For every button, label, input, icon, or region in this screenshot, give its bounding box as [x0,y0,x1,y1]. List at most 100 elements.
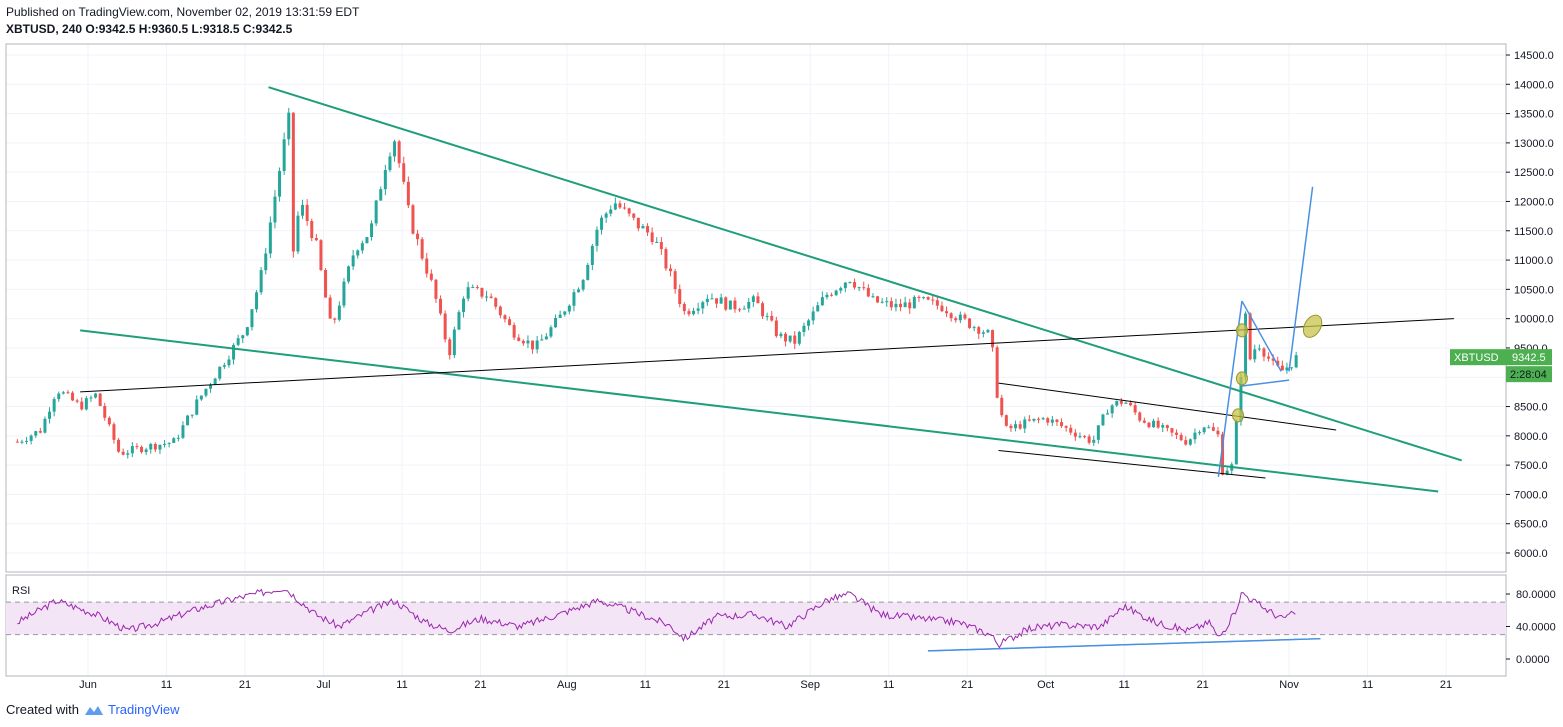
trendline-blue[interactable] [1241,379,1290,387]
candle-body[interactable] [1101,414,1105,426]
candle-body[interactable] [452,329,456,356]
candle-body[interactable] [954,318,958,321]
candle-body[interactable] [370,223,374,238]
candle-body[interactable] [245,327,249,336]
candle-body[interactable] [682,303,686,312]
candle-body[interactable] [636,217,640,229]
candle-body[interactable] [84,398,88,410]
candle-body[interactable] [1244,313,1248,378]
candle-body[interactable] [738,309,742,311]
candle-body[interactable] [199,395,203,400]
candle-body[interactable] [1115,400,1119,406]
candle-body[interactable] [508,319,512,326]
candle-body[interactable] [351,255,355,267]
candle-body[interactable] [871,296,875,298]
candle-body[interactable] [498,306,502,316]
candle-body[interactable] [425,258,429,274]
candle-body[interactable] [439,298,443,314]
chart-canvas[interactable]: RSI 80.0000 40.0000 0.0000 14500.0 14000.0 13… [0,0,1563,700]
candle-body[interactable] [618,203,622,208]
candle-body[interactable] [600,217,604,230]
candle-body[interactable] [949,313,953,319]
candle-body[interactable] [1138,412,1142,421]
candle-body[interactable] [213,378,217,385]
candle-body[interactable] [977,327,981,334]
candle-body[interactable] [204,388,208,396]
candle-body[interactable] [406,181,410,206]
candle-body[interactable] [853,282,857,288]
candle-body[interactable] [1083,436,1087,438]
candle-body[interactable] [1202,427,1206,433]
candle-body[interactable] [747,301,751,309]
candle-body[interactable] [301,204,305,216]
candle-body[interactable] [595,229,599,246]
candle-body[interactable] [310,221,314,239]
candle-body[interactable] [1221,434,1225,475]
candle-body[interactable] [163,443,167,445]
candle-body[interactable] [328,297,332,319]
candle-body[interactable] [1234,421,1238,465]
candle-body[interactable] [43,418,47,433]
candle-body[interactable] [75,400,79,402]
candle-body[interactable] [1211,427,1215,431]
ellipse-marker[interactable] [1232,408,1245,423]
candle-body[interactable] [669,268,673,272]
ellipse-marker[interactable] [1300,312,1326,341]
candle-body[interactable] [673,271,677,290]
candle-body[interactable] [577,289,581,293]
candle-body[interactable] [981,332,985,334]
candle-body[interactable] [1147,422,1151,428]
candle-body[interactable] [52,399,56,412]
candle-body[interactable] [1023,419,1027,429]
candle-body[interactable] [664,249,668,269]
candle-body[interactable] [103,405,107,418]
candle-body[interactable] [779,333,783,337]
candle-body[interactable] [517,337,521,341]
candle-body[interactable] [894,303,898,308]
candle-body[interactable] [337,305,341,320]
candle-body[interactable] [586,264,590,280]
candle-body[interactable] [360,243,364,251]
candle-body[interactable] [250,309,254,328]
candle-body[interactable] [1014,424,1018,429]
candle-body[interactable] [968,318,972,328]
candle-body[interactable] [80,401,84,410]
candle-body[interactable] [940,305,944,312]
candle-body[interactable] [793,335,797,344]
candle-body[interactable] [623,207,627,209]
candle-body[interactable] [379,189,383,201]
candle-body[interactable] [549,327,553,337]
candle-body[interactable] [1119,400,1123,404]
candle-body[interactable] [1156,420,1160,428]
candle-body[interactable] [646,226,650,233]
candle-body[interactable] [66,392,70,394]
rsi-trendline[interactable] [927,638,1321,652]
candle-body[interactable] [715,298,719,304]
candle-body[interactable] [434,279,438,299]
interval-label[interactable]: 240 [62,22,83,36]
candle-body[interactable] [770,315,774,321]
candle-body[interactable] [61,392,65,394]
candle-body[interactable] [889,301,893,308]
candle-body[interactable] [931,299,935,301]
candle-body[interactable] [903,302,907,308]
candle-body[interactable] [843,282,847,289]
candle-body[interactable] [1078,436,1082,438]
candle-body[interactable] [1129,402,1133,406]
candle-body[interactable] [416,233,420,240]
rsi-line[interactable] [17,588,1296,649]
candle-body[interactable] [278,170,282,197]
candle-body[interactable] [802,325,806,332]
candle-body[interactable] [411,205,415,234]
trendline-blue[interactable] [1241,300,1282,372]
candle-body[interactable] [94,393,98,398]
candle-body[interactable] [899,303,903,308]
candle-body[interactable] [1069,427,1073,433]
candle-body[interactable] [1110,405,1114,414]
candle-body[interactable] [784,333,788,342]
candle-body[interactable] [333,318,337,320]
trendline-blue[interactable] [1288,186,1314,372]
candle-body[interactable] [471,287,475,289]
candle-body[interactable] [1285,367,1289,371]
candle-body[interactable] [181,425,185,438]
